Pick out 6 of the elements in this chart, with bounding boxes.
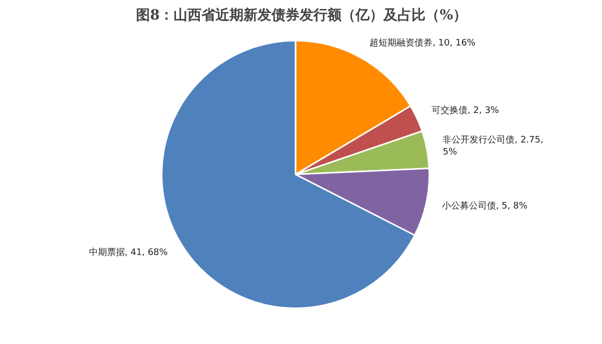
slice-label: 中期票据, 41, 68% (88, 247, 168, 258)
slice-label: 非公开发行公司债, 2.75, 5% (442, 134, 544, 158)
chart-title: 图8：山西省近期新发债券发行额（亿）及占比（%） (136, 6, 468, 24)
slice-label: 小公募公司债, 5, 8% (442, 200, 528, 212)
slice-label: 可交换债, 2, 3% (432, 105, 500, 116)
slice-label: 超短期融资债券, 10, 16% (370, 37, 476, 48)
